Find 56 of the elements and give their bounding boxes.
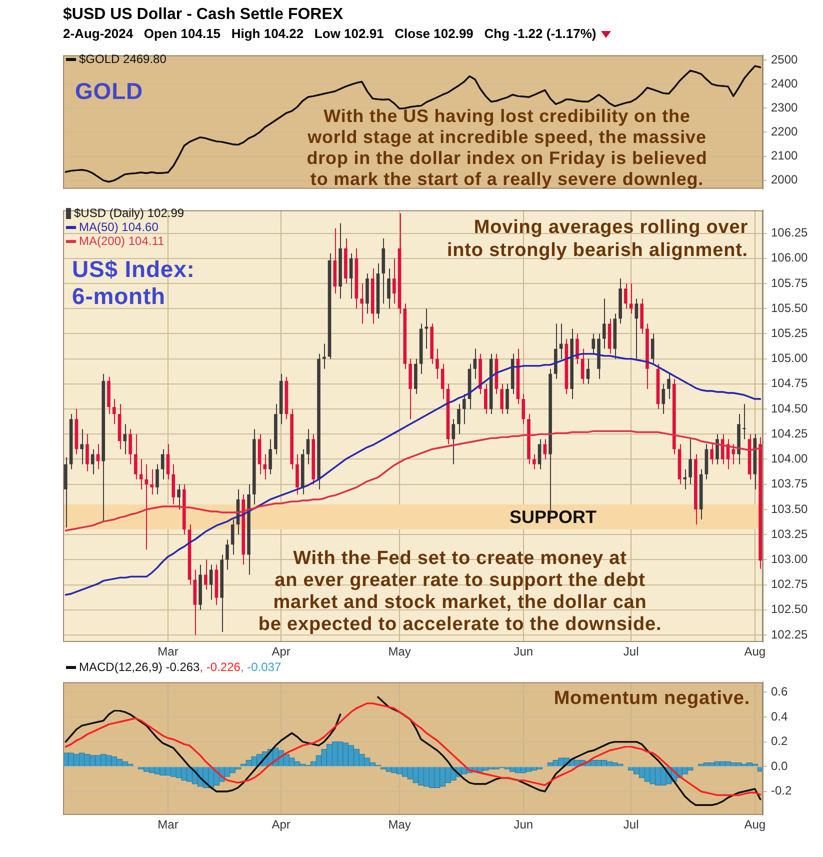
legend-label: $USD (Daily) 102.99 [73,206,184,220]
legend-label: $GOLD 2469.80 [78,52,166,66]
y-tick-label: 0.6 [771,684,788,698]
y-tick-label: 102.75 [771,577,808,592]
legend-label: MACD(12,26,9) -0.263 [78,660,200,674]
x-tick-label: Jun [514,818,534,832]
x-tick-label: Apr [272,644,290,659]
y-tick-label: 106.00 [771,250,808,265]
y-tick-label: 2100 [771,148,798,163]
y-tick-label: 105.25 [771,326,808,340]
text: , -0.037 [240,660,282,674]
y-tick-label: 103.25 [771,526,808,541]
x-tick-label: May [388,818,411,832]
y-tick-label: 2300 [771,100,798,114]
y-tick-label: -0.2 [771,784,792,798]
x-tick-label: Jul [623,818,639,832]
annotation: With the US having lost credibility on the world stage at incredible speed, the massive drop in the dollar index on Friday is believed to mark the start of a really severe downleg. [306,106,708,190]
annotation: Momentum negative. [552,688,750,710]
y-tick-label: 0.2 [771,734,788,748]
y-tick-label: 2200 [771,124,798,139]
y-tick-label: 105.75 [771,276,808,290]
y-tick-label: 2500 [771,52,798,66]
y-tick-label: 104.00 [771,452,808,466]
annotation: GOLD [75,78,144,104]
x-tick-label: May [388,644,411,659]
y-tick-label: 102.25 [771,627,808,642]
y-tick-label: 2400 [771,76,798,90]
y-tick-label: 103.75 [771,476,808,491]
legend-label: MA(200) 104.11 [78,234,166,248]
x-tick-label: Jul [623,644,639,659]
text: , -0.226 [200,660,240,674]
chart-title: $USD US Dollar - Cash Settle FOREX [63,6,344,24]
y-tick-label: 104.75 [771,376,808,390]
chart-subtitle: 2-Aug-2024 Open 104.15 High 104.22 Low 102.91 Close 102.99 Chg -1.22 (-1.17%) [63,26,598,41]
y-tick-label: 104.50 [771,401,808,416]
y-tick-label: 103.50 [771,502,808,516]
y-tick-label: 102.50 [771,602,808,616]
y-tick-label: 106.25 [771,226,808,240]
y-tick-label: 103.00 [771,552,808,566]
annotation: Moving averages rolling over into strongly bearish alignment. [446,216,748,262]
band-label: SUPPORT [509,506,597,527]
legend-label: MA(50) 104.60 [78,220,160,234]
y-tick-label: 105.00 [771,351,808,366]
x-tick-label: Aug [744,818,766,832]
y-tick-label: 104.25 [771,426,808,440]
x-tick-label: Apr [272,818,290,832]
annotation: US$ Index: 6-month [72,256,196,310]
x-tick-label: Mar [158,644,178,659]
annotation: With the Fed set to create money at an ever greater rate to support the debt market and stock market, the dollar can be expected to accelerate to the downside. [257,548,663,636]
y-tick-label: 0.4 [771,709,788,724]
x-tick-label: Jun [514,644,534,659]
y-tick-label: 105.50 [771,300,808,315]
x-tick-label: Aug [744,644,766,659]
y-tick-label: 0.0 [771,758,788,773]
y-tick-label: 2000 [771,172,798,187]
x-tick-label: Mar [158,818,178,832]
